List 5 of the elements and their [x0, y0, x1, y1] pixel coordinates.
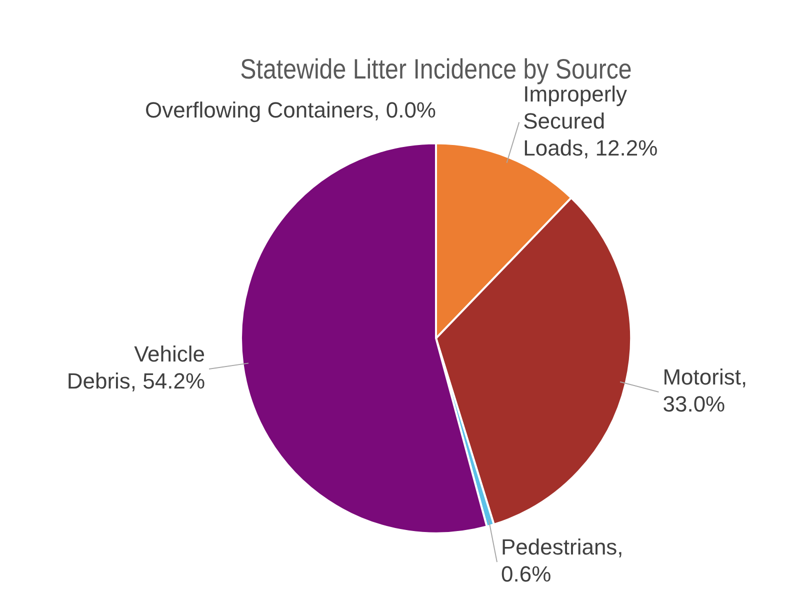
slice-label: Vehicle Debris, 54.2% — [66, 342, 206, 394]
chart-title: Statewide Litter Incidence by Source — [240, 52, 632, 85]
slice-label: Motorist, 33.0% — [662, 364, 748, 417]
slice-label: Pedestrians, 0.6% — [501, 534, 624, 587]
category-label: Overflowing Containers, 0.0% — [144, 97, 436, 122]
